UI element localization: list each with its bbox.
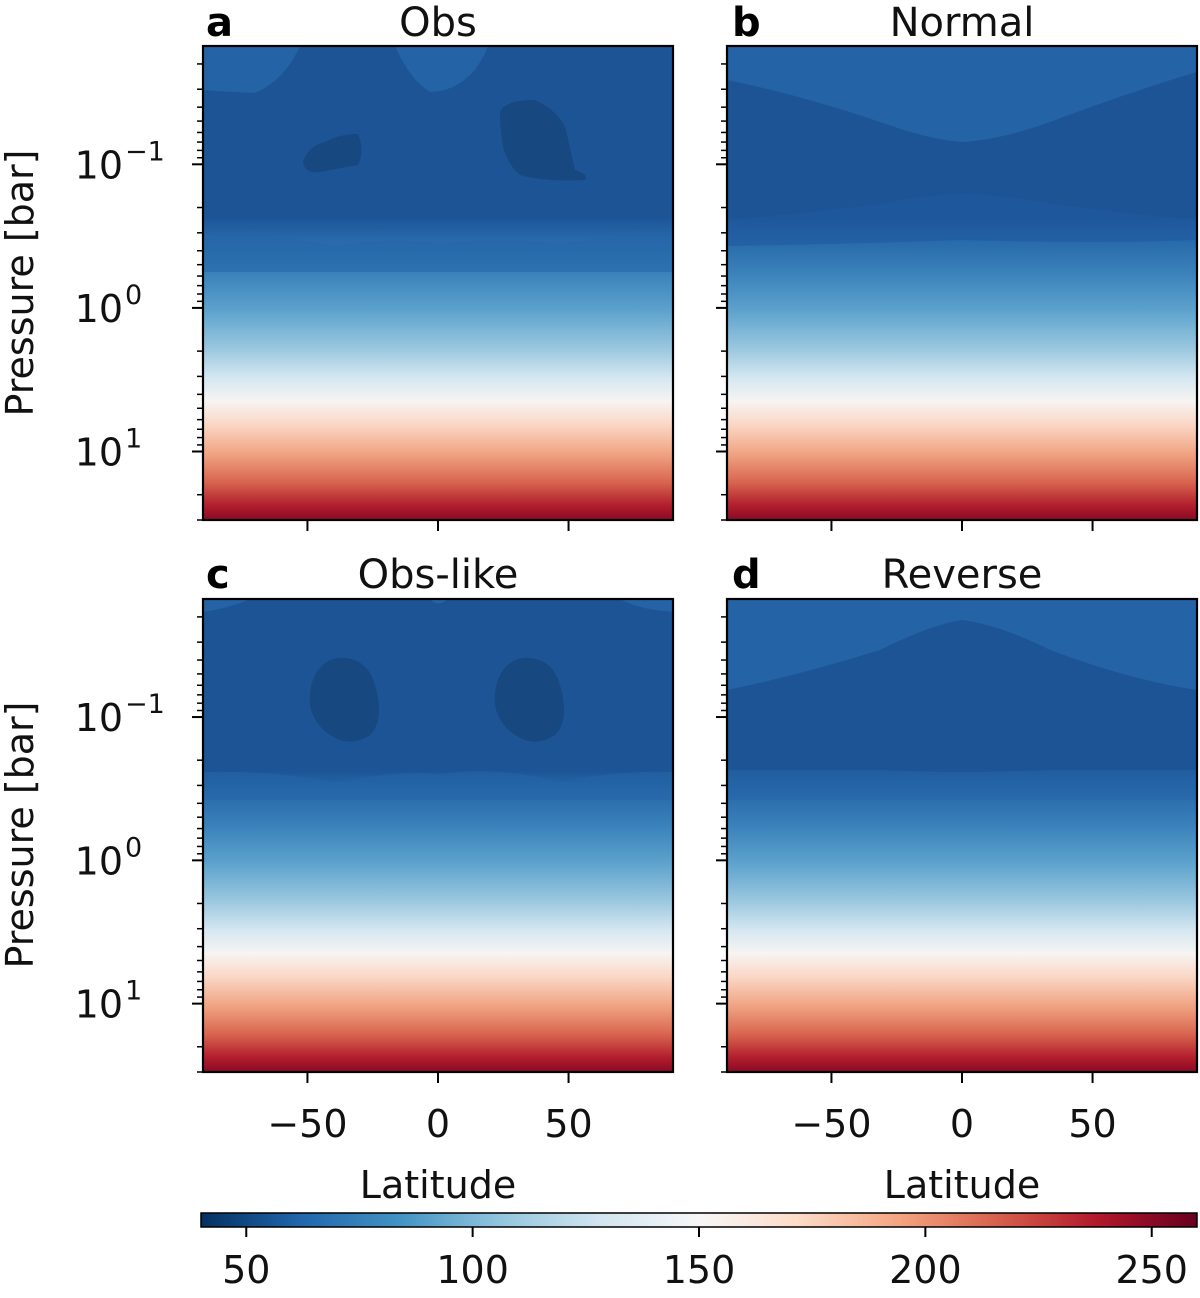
panel-b: b Normal	[716, 0, 1199, 531]
panel-b-x-ticks	[830, 520, 1094, 531]
panel-d-y-ticks	[716, 616, 727, 1073]
x-tick-label: 50	[544, 1102, 592, 1146]
y-tick-exponent: 1	[125, 423, 142, 454]
y-tick-label: 10	[75, 983, 123, 1027]
panel-c-x-ticks: −50 0 50	[267, 1072, 593, 1146]
colorbar-bar	[200, 1212, 1198, 1228]
y-tick-exponent: −1	[125, 689, 165, 720]
colorbar-tick-label: 250	[1115, 1248, 1188, 1292]
y-tick-label: 10	[75, 143, 123, 187]
panel-b-y-ticks	[716, 63, 727, 521]
colorbar-tick-label: 200	[889, 1248, 962, 1292]
panel-d-title: Reverse	[882, 552, 1043, 598]
panel-b-letter: b	[732, 0, 761, 46]
y-tick-exponent: −1	[125, 136, 165, 167]
colorbar-ticks: 50 100 150 200 250	[222, 1227, 1188, 1292]
panel-a-x-ticks	[306, 520, 570, 531]
panel-d-xlabel: Latitude	[884, 1163, 1040, 1207]
panel-c-title: Obs-like	[358, 552, 519, 598]
panel-d-x-ticks: −50 0 50	[791, 1072, 1117, 1146]
panel-d-field	[727, 599, 1197, 1072]
panel-c-ylabel: Pressure [bar]	[0, 701, 42, 968]
x-tick-label: −50	[267, 1102, 347, 1146]
panel-c-field	[203, 599, 673, 1072]
x-tick-label: 0	[950, 1102, 974, 1146]
panel-d: d Reverse −50 0 50 Latitude	[716, 552, 1199, 1207]
panel-a-title: Obs	[399, 0, 477, 46]
x-tick-label: −50	[791, 1102, 871, 1146]
panel-a-field	[203, 46, 673, 520]
colorbar-tick-label: 100	[436, 1248, 509, 1292]
colorbar-tick-label: 50	[222, 1248, 270, 1292]
y-tick-label: 10	[75, 839, 123, 883]
panel-c-xlabel: Latitude	[360, 1163, 516, 1207]
panel-b-title: Normal	[890, 0, 1035, 46]
y-tick-label: 10	[75, 287, 123, 331]
y-tick-exponent: 0	[125, 832, 142, 863]
x-tick-label: 50	[1068, 1102, 1116, 1146]
panel-a-ylabel: Pressure [bar]	[0, 149, 42, 416]
panel-d-letter: d	[732, 552, 761, 598]
panel-c-letter: c	[206, 552, 230, 598]
panel-b-field	[727, 46, 1197, 520]
colorbar: 50 100 150 200 250	[200, 1212, 1198, 1292]
panel-a-letter: a	[206, 0, 233, 46]
y-tick-label: 10	[75, 696, 123, 740]
x-tick-label: 0	[426, 1102, 450, 1146]
colorbar-tick-label: 150	[663, 1248, 736, 1292]
y-tick-exponent: 0	[125, 280, 142, 311]
y-tick-exponent: 1	[125, 976, 142, 1007]
y-tick-label: 10	[75, 430, 123, 474]
